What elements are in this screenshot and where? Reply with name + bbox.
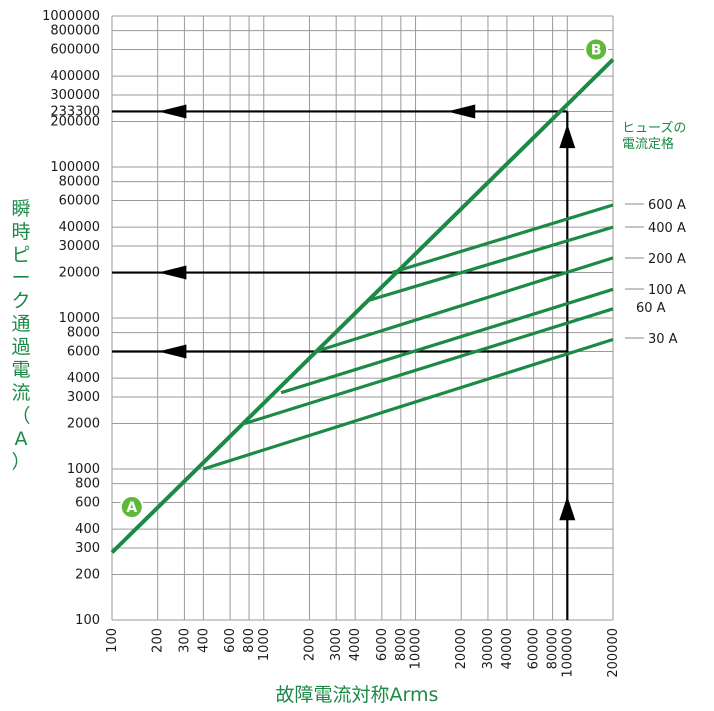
- arrows: [158, 104, 576, 521]
- fuse-curve-60a: [244, 307, 614, 426]
- marker-circle: [119, 495, 144, 520]
- x-axis-label: 故障電流対称Arms: [275, 684, 439, 706]
- y-axis-label-char: A: [14, 428, 28, 450]
- y-axis-label: 瞬時ピーク通過電流（A）: [8, 198, 34, 474]
- x-tick-label: 10000: [409, 628, 424, 669]
- let-through-max-curve: [110, 58, 615, 554]
- y-tick-label: 3000: [67, 390, 100, 405]
- arrow-head: [447, 104, 476, 119]
- y-tick-label: 800000: [50, 24, 100, 39]
- y-tick-label: 1000000: [42, 9, 100, 24]
- x-tick-label: 3000: [329, 628, 344, 661]
- y-tick-label: 400000: [50, 69, 100, 84]
- y-tick-label: 8000: [67, 326, 100, 341]
- y-tick-label: 600: [75, 495, 100, 510]
- x-tick-label: 8000: [394, 628, 409, 661]
- x-tick-label: 40000: [500, 628, 515, 669]
- y-axis-label-char: 過: [11, 336, 31, 358]
- y-axis-label-char: 時: [11, 221, 31, 243]
- y-tick-label: 80000: [59, 175, 100, 190]
- y-tick-label: 300000: [50, 88, 100, 103]
- y-axis-label-char: 電: [11, 359, 31, 381]
- y-axis-label-char: （: [11, 405, 31, 427]
- series-label: 60 A: [636, 301, 666, 316]
- x-tick-label: 60000: [527, 628, 542, 669]
- y-axis-label-char: 流: [11, 382, 31, 404]
- y-axis-label-char: 瞬: [11, 198, 31, 220]
- y-tick-label: 4000: [67, 371, 100, 386]
- fuse-curve-200a: [315, 256, 614, 354]
- y-axis-label-char: 通: [11, 313, 31, 335]
- y-axis-label-char: ク: [11, 290, 31, 312]
- arrow-head: [158, 265, 187, 280]
- y-tick-label: 20000: [59, 266, 100, 281]
- fuse-rating-title-line1: ヒューズの: [622, 121, 687, 136]
- fuse-rating-title-line2: 電流定格: [622, 137, 675, 152]
- reference-lines: [112, 110, 569, 620]
- series-label: 200 A: [648, 252, 686, 267]
- series-label: 100 A: [648, 283, 686, 298]
- arrow-head: [158, 344, 187, 359]
- markers: AB: [119, 37, 609, 520]
- y-tick-label: 6000: [67, 344, 100, 359]
- y-tick-label: 100: [75, 613, 100, 628]
- x-tick-label: 600: [223, 628, 238, 653]
- y-tick-label: 10000: [59, 311, 100, 326]
- y-tick-label: 200: [75, 568, 100, 583]
- fuse-rating-title: ヒューズの 電流定格: [622, 121, 686, 153]
- marker-label: A: [126, 500, 137, 516]
- x-tick-label: 100000: [560, 628, 575, 678]
- x-tick-label: 2000: [302, 628, 317, 661]
- fuse-curve-600a: [391, 203, 614, 275]
- y-tick-label: 600000: [50, 42, 100, 57]
- x-tick-label: 800: [242, 628, 257, 653]
- y-tick-label: 800: [75, 477, 100, 492]
- y-tick-label: 233300: [50, 104, 100, 119]
- fuse-curve-400a: [366, 225, 614, 303]
- y-tick-label: 30000: [59, 239, 100, 254]
- y-tick-label: 1000: [67, 462, 100, 477]
- x-tick-label: 1000: [257, 628, 272, 661]
- series-label: 400 A: [648, 221, 686, 236]
- y-axis-label-char: ピ: [11, 244, 31, 266]
- x-tick-label: 200000: [606, 628, 621, 678]
- x-tick-label: 30000: [481, 628, 496, 669]
- arrow-head: [559, 496, 576, 521]
- y-tick-label: 400: [75, 522, 100, 537]
- x-tick-label: 4000: [348, 628, 363, 661]
- marker-label: B: [591, 42, 602, 58]
- x-tick-label: 20000: [454, 628, 469, 669]
- x-tick-label: 6000: [375, 628, 390, 661]
- y-axis-label-char: ー: [11, 267, 31, 289]
- y-tick-label: 100000: [50, 160, 100, 175]
- y-tick-label: 200000: [50, 115, 100, 130]
- y-axis-label-char: ）: [11, 451, 31, 473]
- x-tick-label: 100: [105, 628, 120, 653]
- marker-circle: [584, 37, 609, 62]
- grid: [111, 15, 614, 621]
- fuse-curve-100a: [280, 287, 614, 395]
- series-label: 30 A: [648, 332, 678, 347]
- series-labels: 600 A 400 A 200 A 100 A 60 A 30 A: [625, 198, 686, 347]
- fuse-curve-30a: [202, 337, 614, 471]
- x-tick-label: 200: [151, 628, 166, 653]
- y-tick-label: 40000: [59, 220, 100, 235]
- arrow-head: [158, 104, 187, 119]
- x-tick-label: 300: [177, 628, 192, 653]
- x-tick-label: 80000: [546, 628, 561, 669]
- curves: [110, 58, 615, 554]
- y-tick-label: 300: [75, 541, 100, 556]
- arrow-head: [559, 124, 576, 149]
- y-tick-label: 60000: [59, 193, 100, 208]
- y-tick-label: 2000: [67, 417, 100, 432]
- tick-labels: 1002003004006008001000200030004000600080…: [42, 9, 621, 678]
- series-label: 600 A: [648, 198, 686, 213]
- x-tick-label: 400: [196, 628, 211, 653]
